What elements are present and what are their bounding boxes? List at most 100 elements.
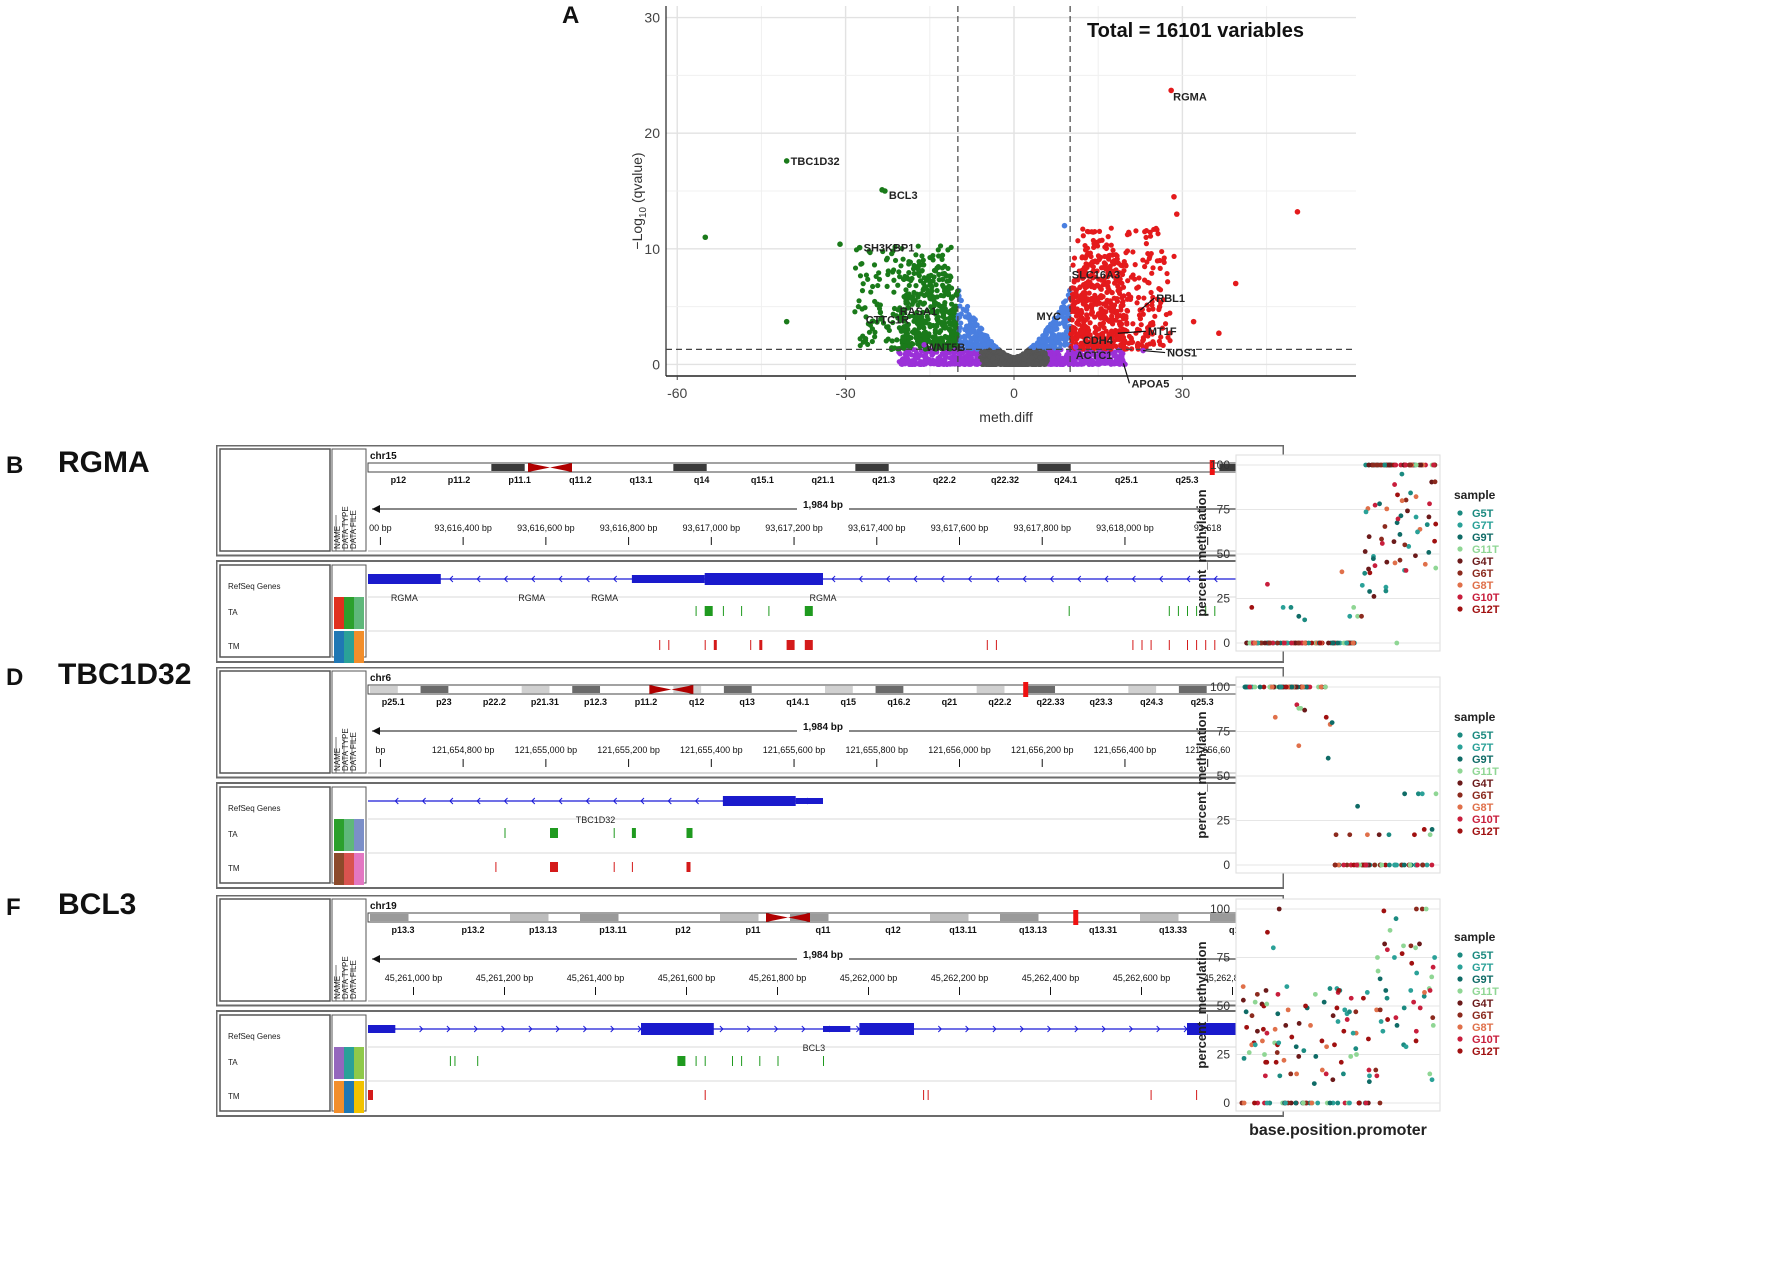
band-label: p11.2: [448, 475, 471, 485]
igv-name-panel: [219, 670, 331, 774]
methylation-point: [1257, 684, 1263, 690]
data-point: [1156, 285, 1162, 292]
data-point: [906, 282, 912, 289]
methylation-point: [1280, 605, 1286, 610]
centromere: [671, 685, 694, 694]
point-label: CDH4: [1083, 335, 1114, 347]
data-point: [936, 277, 942, 283]
track-color-swatch: [344, 819, 354, 851]
data-point: [968, 351, 974, 357]
y-axis-label: percent_methylation: [1194, 941, 1209, 1068]
strand-arrow: [449, 575, 454, 583]
ideogram-band: [471, 686, 499, 693]
methylation-point: [1370, 556, 1376, 562]
methylation-plot-bcl3: 0 25 50 75 100 percent_methylation base.positi…: [1194, 898, 1500, 1139]
band-label: q25.1: [1115, 475, 1138, 485]
position-label: 93,617,200 bp: [765, 523, 823, 533]
methylation-point: [1374, 1007, 1380, 1013]
data-point: [1144, 342, 1150, 348]
data-point: [1143, 241, 1149, 247]
band-label: q12: [689, 697, 705, 707]
data-point: [1060, 361, 1066, 368]
methylation-point: [1302, 640, 1308, 646]
methylation-point: [1367, 570, 1373, 576]
data-point: [1134, 342, 1141, 348]
strand-arrow: [1047, 1025, 1052, 1033]
position-label: 93,618: [1194, 523, 1222, 533]
data-point: [1118, 352, 1125, 359]
y-tick-label: 0: [652, 356, 660, 372]
data-point: [1082, 339, 1088, 345]
data-point: [916, 361, 922, 367]
label-leader: [1122, 363, 1131, 384]
data-point: [1063, 357, 1069, 364]
attr-column-label: DATA FILE: [349, 960, 358, 999]
chromosome-name: chr6: [370, 673, 392, 684]
band-label: q22.33: [1036, 697, 1064, 707]
strand-arrow: [694, 797, 699, 805]
legend-label: G6T: [1472, 790, 1494, 802]
ta-feature: [449, 1056, 451, 1066]
data-point: [1065, 311, 1071, 317]
ta-feature: [1196, 606, 1198, 616]
methylation-point: [1374, 462, 1380, 468]
tm-feature: [995, 640, 997, 650]
methylation-point: [1262, 640, 1268, 646]
methylation-point: [1294, 1071, 1300, 1077]
ideogram-band: [855, 464, 889, 471]
data-point: [1190, 318, 1197, 325]
data-point: [1013, 361, 1019, 367]
data-point: [1073, 313, 1080, 319]
methylation-point: [1366, 1067, 1372, 1073]
data-point: [1064, 341, 1070, 347]
data-point: [1149, 270, 1155, 276]
y-tick-label: 75: [1217, 951, 1231, 965]
data-point: [1118, 304, 1124, 310]
track-name: TM: [228, 1092, 240, 1101]
methylation-point: [1315, 1100, 1321, 1106]
strand-arrow: [528, 1025, 533, 1033]
methylation-point: [1417, 1005, 1423, 1011]
data-point: [1155, 231, 1161, 237]
track-name: RefSeq Genes: [228, 582, 280, 591]
methylation-point: [1330, 1013, 1336, 1019]
strand-arrow: [501, 1025, 506, 1033]
methylation-point: [1260, 1026, 1266, 1032]
y-tick-label: 100: [1210, 902, 1230, 916]
methylation-point: [1415, 862, 1420, 868]
data-point: [1075, 331, 1081, 338]
data-point: [1037, 355, 1043, 361]
data-point: [1171, 253, 1177, 259]
methylation-point: [1302, 707, 1308, 713]
methylation-point: [1341, 862, 1347, 868]
methylation-point: [1370, 462, 1376, 468]
methylation-point: [1281, 640, 1287, 646]
methylation-point: [1296, 613, 1302, 619]
data-point: [1007, 358, 1013, 364]
data-point: [916, 258, 922, 265]
methylation-point: [1325, 755, 1331, 761]
labeled-point: [783, 158, 790, 164]
data-point: [1120, 342, 1127, 348]
methylation-point: [1372, 862, 1378, 868]
attr-column-label: NAME: [333, 976, 342, 999]
methylation-point: [1394, 520, 1400, 526]
ideogram-band: [430, 464, 465, 471]
methylation-point: [1412, 832, 1417, 838]
methylation-point: [1384, 947, 1390, 953]
methylation-point: [1363, 1100, 1369, 1106]
methylation-point: [1392, 862, 1397, 868]
data-point: [932, 330, 939, 336]
data-point: [1084, 358, 1090, 364]
data-point: [1092, 324, 1098, 330]
attr-column-label: NAME: [333, 526, 342, 549]
point-label: WNT5B: [926, 342, 965, 354]
x-axis-label: meth.diff: [979, 409, 1033, 425]
igv-panel-bcl3: NAME DATA TYPE DATA FILE chr19 p13.3 p13.2 p13…: [216, 895, 1284, 1117]
data-point: [1124, 346, 1130, 352]
methylation-point: [1394, 1023, 1400, 1028]
data-point: [1088, 272, 1095, 278]
data-point: [903, 300, 909, 306]
gene-exon: [368, 574, 441, 584]
methylation-point: [1378, 1019, 1384, 1024]
